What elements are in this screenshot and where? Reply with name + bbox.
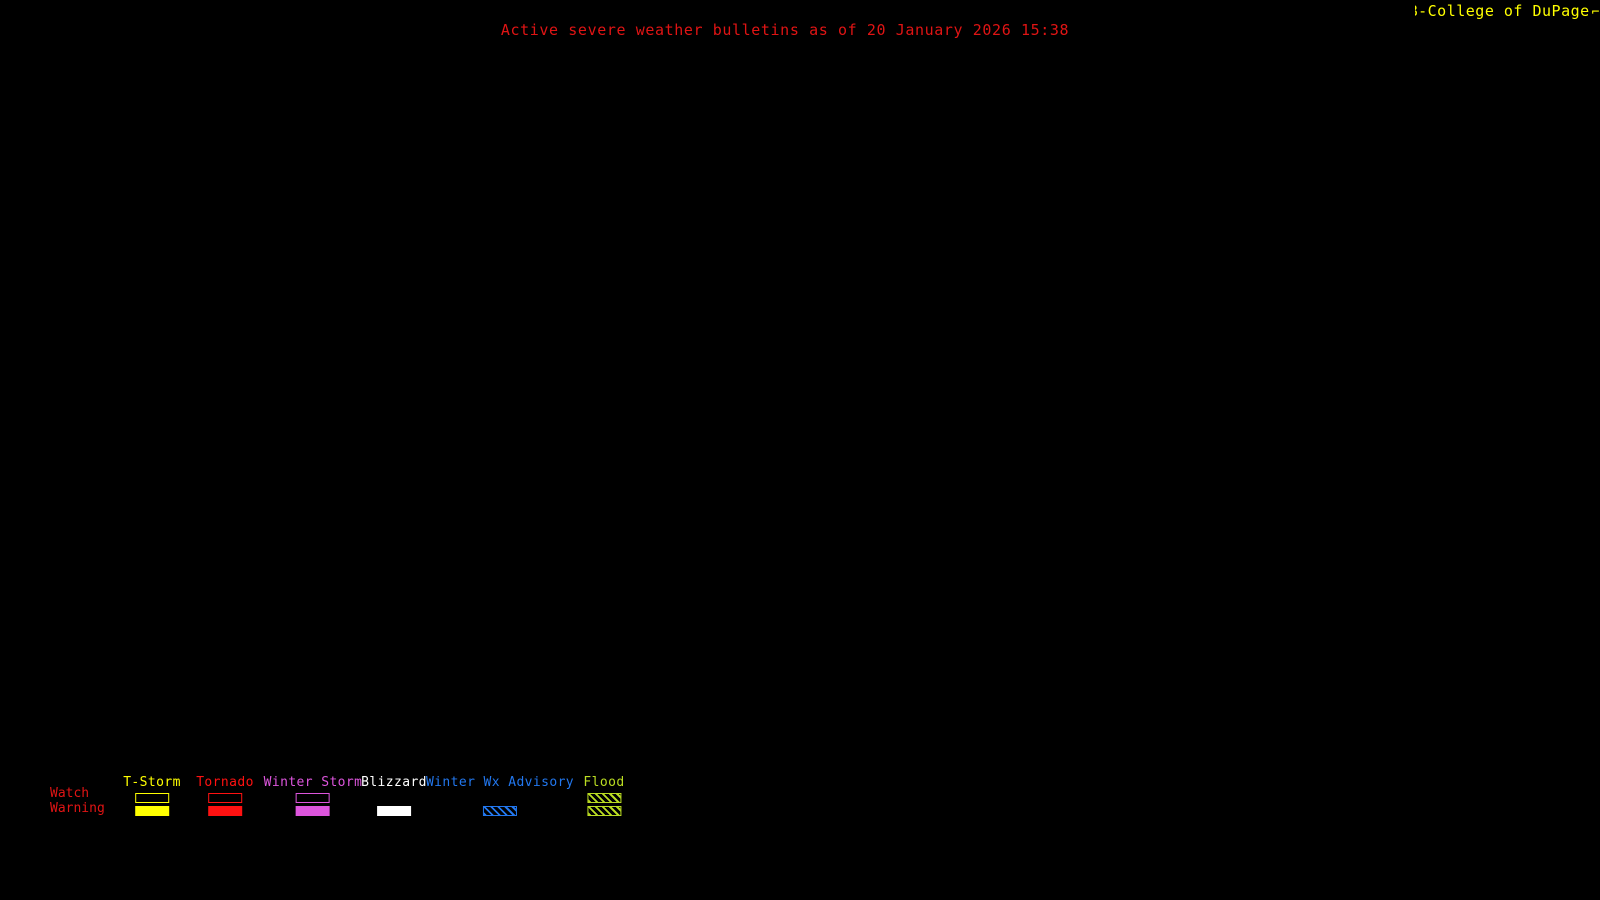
page-title: Active severe weather bulletins as of 20… [500, 21, 1070, 39]
legend-swatch-warning-winter-storm [295, 806, 330, 816]
legend-swatch-watch-t-storm [135, 793, 169, 803]
legend-swatch-stack-tornado [196, 793, 254, 816]
nexlab-branding: NEXLAB-College of DuPage⌐ [1415, 2, 1600, 20]
legend-label-winter-wx-advisory: Winter Wx Advisory [425, 775, 575, 790]
branding-mark-icon: ⌐ [1591, 5, 1600, 20]
legend-swatch-warning-t-storm [135, 806, 169, 816]
legend-swatch-stack-winter-storm [264, 793, 363, 816]
branding-label: NEXLAB-College of DuPage [1415, 2, 1590, 20]
legend-label-flood: Flood [583, 775, 625, 790]
legend-swatch-stack-winter-wx-advisory [426, 793, 574, 816]
legend-swatch-warning-tornado [208, 806, 242, 816]
legend-swatch-watch-tornado [208, 793, 242, 803]
legend: Watch Warning T-Storm Tornado [50, 776, 1550, 826]
legend-swatch-watch-winter-wx-advisory [483, 793, 517, 803]
legend-swatch-stack-t-storm [123, 793, 181, 816]
map-canvas[interactable] [0, 44, 1600, 764]
legend-row-label-watch: Watch [50, 786, 90, 801]
legend-swatch-stack-blizzard [361, 793, 427, 816]
legend-label-blizzard: Blizzard [361, 775, 427, 790]
legend-swatch-watch-blizzard [377, 793, 411, 803]
legend-label-winter-storm: Winter Storm [263, 775, 363, 790]
legend-row-label-warning: Warning [50, 801, 105, 816]
legend-swatch-stack-flood [583, 793, 624, 816]
legend-label-tornado: Tornado [196, 775, 254, 790]
legend-swatch-warning-blizzard [376, 806, 411, 816]
legend-row-labels: Watch Warning [50, 786, 124, 816]
legend-label-t-storm: T-Storm [123, 775, 181, 790]
legend-swatch-watch-winter-storm [295, 793, 330, 803]
legend-swatch-warning-winter-wx-advisory [483, 806, 517, 816]
legend-swatch-warning-flood [586, 806, 621, 816]
legend-swatch-watch-flood [586, 793, 621, 803]
